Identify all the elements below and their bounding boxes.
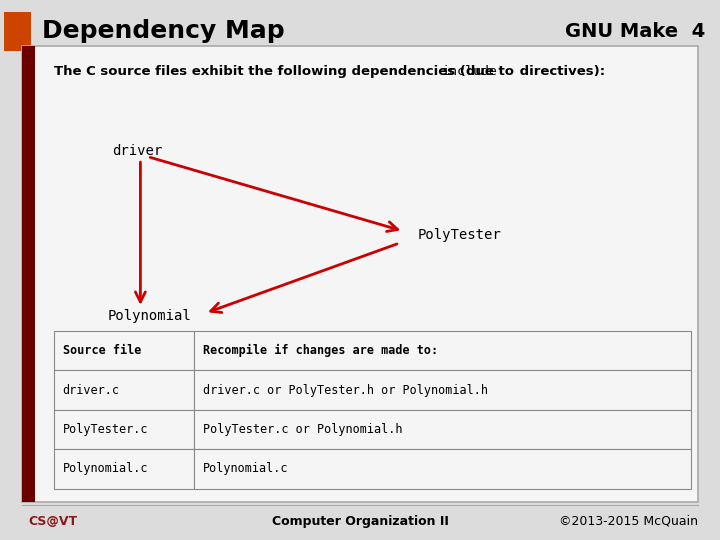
Bar <box>22 46 35 502</box>
Text: driver.c or PolyTester.h or Polynomial.h: driver.c or PolyTester.h or Polynomial.h <box>203 383 488 397</box>
FancyBboxPatch shape <box>194 370 691 410</box>
FancyBboxPatch shape <box>194 331 691 370</box>
Text: Source file: Source file <box>63 344 141 357</box>
Text: Computer Organization II: Computer Organization II <box>271 515 449 528</box>
Bar <box>4 12 31 51</box>
Text: Polynomial: Polynomial <box>108 309 192 323</box>
FancyBboxPatch shape <box>194 410 691 449</box>
Text: PolyTester: PolyTester <box>418 228 501 242</box>
Text: Polynomial.c: Polynomial.c <box>203 462 288 476</box>
FancyBboxPatch shape <box>22 46 698 502</box>
Text: driver.c: driver.c <box>63 383 120 397</box>
Text: GNU Make  4: GNU Make 4 <box>565 22 706 41</box>
FancyBboxPatch shape <box>54 370 194 410</box>
Text: ©2013-2015 McQuain: ©2013-2015 McQuain <box>559 515 698 528</box>
Text: The C source files exhibit the following dependencies (due to: The C source files exhibit the following… <box>54 65 518 78</box>
Text: Recompile if changes are made to:: Recompile if changes are made to: <box>203 344 438 357</box>
Text: include: include <box>441 65 498 78</box>
Text: CS@VT: CS@VT <box>29 515 78 528</box>
Text: Polynomial.c: Polynomial.c <box>63 462 148 476</box>
Text: PolyTester.c: PolyTester.c <box>63 423 148 436</box>
Text: driver: driver <box>112 144 162 158</box>
FancyBboxPatch shape <box>54 410 194 449</box>
Text: Dependency Map: Dependency Map <box>42 19 284 43</box>
FancyBboxPatch shape <box>54 331 194 370</box>
FancyBboxPatch shape <box>194 449 691 489</box>
Text: directives):: directives): <box>515 65 605 78</box>
Text: PolyTester.c or Polynomial.h: PolyTester.c or Polynomial.h <box>203 423 402 436</box>
FancyBboxPatch shape <box>54 449 194 489</box>
